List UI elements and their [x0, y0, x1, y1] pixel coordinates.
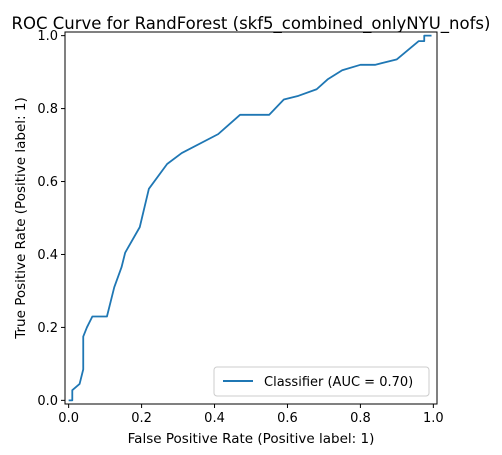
- legend: Classifier (AUC = 0.70): [213, 366, 430, 397]
- x-tick-label: 0.4: [204, 411, 225, 426]
- y-axis: 0.0 0.2 0.4 0.6 0.8 1.0: [37, 29, 65, 409]
- x-tick-label: 0.0: [58, 411, 79, 426]
- legend-box: [213, 366, 430, 397]
- legend-label-classifier: Classifier (AUC = 0.70): [264, 375, 413, 390]
- x-axis: 0.0 0.2 0.4 0.6 0.8 1.0: [58, 404, 444, 426]
- x-tick-label: 0.6: [277, 411, 298, 426]
- y-tick-label: 0.8: [37, 102, 58, 117]
- y-tick-label: 1.0: [37, 29, 58, 44]
- x-tick-label: 0.8: [350, 411, 371, 426]
- x-tick-label: 1.0: [423, 411, 444, 426]
- plot-area: 0.0 0.2 0.4 0.6 0.8 1.0 0.0 0.2 0.4 0.6 0.8 1.0: [37, 29, 443, 426]
- x-axis-label: False Positive Rate (Positive label: 1): [128, 431, 375, 447]
- y-tick-label: 0.2: [37, 321, 58, 336]
- y-tick-label: 0.0: [37, 394, 58, 409]
- series-layer: [68, 34, 432, 402]
- axes-frame: [64, 31, 438, 405]
- y-tick-label: 0.6: [37, 175, 58, 190]
- x-tick-label: 0.2: [131, 411, 152, 426]
- y-axis-label: True Positive Rate (Positive label: 1): [13, 97, 29, 340]
- series-line-classifier: [68, 34, 432, 402]
- chart-title: ROC Curve for RandForest (skf5_combined_…: [12, 14, 491, 34]
- y-tick-label: 0.4: [37, 248, 58, 263]
